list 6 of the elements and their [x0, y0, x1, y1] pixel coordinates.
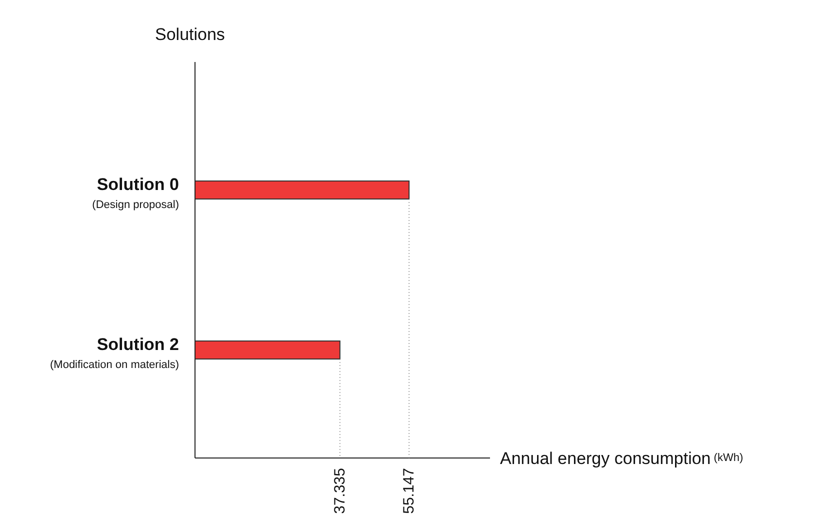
x-tick-label: 55.147: [400, 468, 418, 514]
x-tick-label: 37.335: [331, 468, 348, 514]
y-tick-label: Solution 0 (Design proposal): [92, 175, 179, 211]
text: Solutions: [155, 25, 225, 44]
x-axis-title: Annual energy consumption (kWh): [500, 448, 744, 468]
y-tick-label: Solution 2 (Modification on materials): [50, 335, 179, 371]
